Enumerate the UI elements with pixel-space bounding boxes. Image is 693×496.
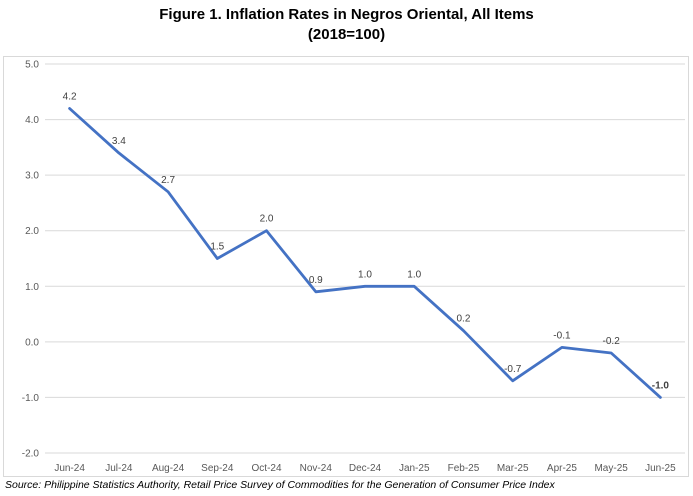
- x-tick-label: Mar-25: [497, 463, 529, 474]
- x-tick-label: Jul-24: [105, 463, 133, 474]
- x-tick-label: Sep-24: [201, 463, 234, 474]
- data-label: 4.2: [63, 91, 77, 102]
- chart-title: Figure 1. Inflation Rates in Negros Orie…: [0, 5, 693, 45]
- y-tick-label: 2.0: [25, 226, 39, 237]
- y-tick-label: -1.0: [22, 393, 40, 404]
- x-tick-label: Oct-24: [252, 463, 282, 474]
- source-note: Source: Philippine Statistics Authority,…: [5, 479, 555, 491]
- x-tick-label: Jun-25: [645, 463, 676, 474]
- data-label: -0.1: [553, 330, 571, 341]
- data-label: 0.9: [309, 275, 323, 286]
- y-tick-label: 4.0: [25, 115, 39, 126]
- y-tick-label: -2.0: [22, 449, 40, 460]
- data-label: 1.5: [210, 242, 224, 253]
- series-line: [68, 107, 662, 399]
- y-tick-label: 1.0: [25, 282, 39, 293]
- data-label: 1.0: [358, 269, 372, 280]
- data-label: 2.0: [260, 214, 274, 225]
- data-label: -0.2: [603, 336, 621, 347]
- x-tick-label: Nov-24: [300, 463, 333, 474]
- data-label: 2.7: [161, 175, 175, 186]
- data-label: 0.2: [457, 314, 471, 325]
- chart-title-line-1: Figure 1. Inflation Rates in Negros Orie…: [159, 6, 534, 23]
- x-tick-label: May-25: [594, 463, 628, 474]
- y-axis-ticks: 5.0 4.0 3.0 2.0 1.0 0.0 -1.0 -2.0: [22, 60, 40, 460]
- y-tick-label: 5.0: [25, 60, 39, 71]
- x-tick-label: Jun-24: [54, 463, 85, 474]
- series-line-group: [68, 107, 662, 399]
- x-axis-ticks: Jun-24 Jul-24 Aug-24 Sep-24 Oct-24 Nov-24 Dec-…: [54, 463, 676, 474]
- x-tick-label: Jan-25: [399, 463, 430, 474]
- chart-frame: [3, 56, 689, 477]
- y-tick-label: 0.0: [25, 337, 39, 348]
- x-tick-label: Aug-24: [152, 463, 185, 474]
- x-tick-label: Dec-24: [349, 463, 382, 474]
- x-tick-label: Feb-25: [448, 463, 480, 474]
- data-label: -0.7: [504, 364, 522, 375]
- x-tick-label: Apr-25: [547, 463, 577, 474]
- data-label: 1.0: [407, 269, 421, 280]
- y-tick-label: 3.0: [25, 171, 39, 182]
- gridlines: [45, 63, 685, 454]
- chart-title-line-2: (2018=100): [307, 26, 386, 43]
- data-labels: 4.2 3.4 2.7 1.5 2.0 0.9 1.0 1.0 0.2 -0.7 -0.1 -0.2 -…: [63, 91, 670, 391]
- data-label: -1.0: [652, 380, 670, 391]
- data-label: 3.4: [112, 136, 126, 147]
